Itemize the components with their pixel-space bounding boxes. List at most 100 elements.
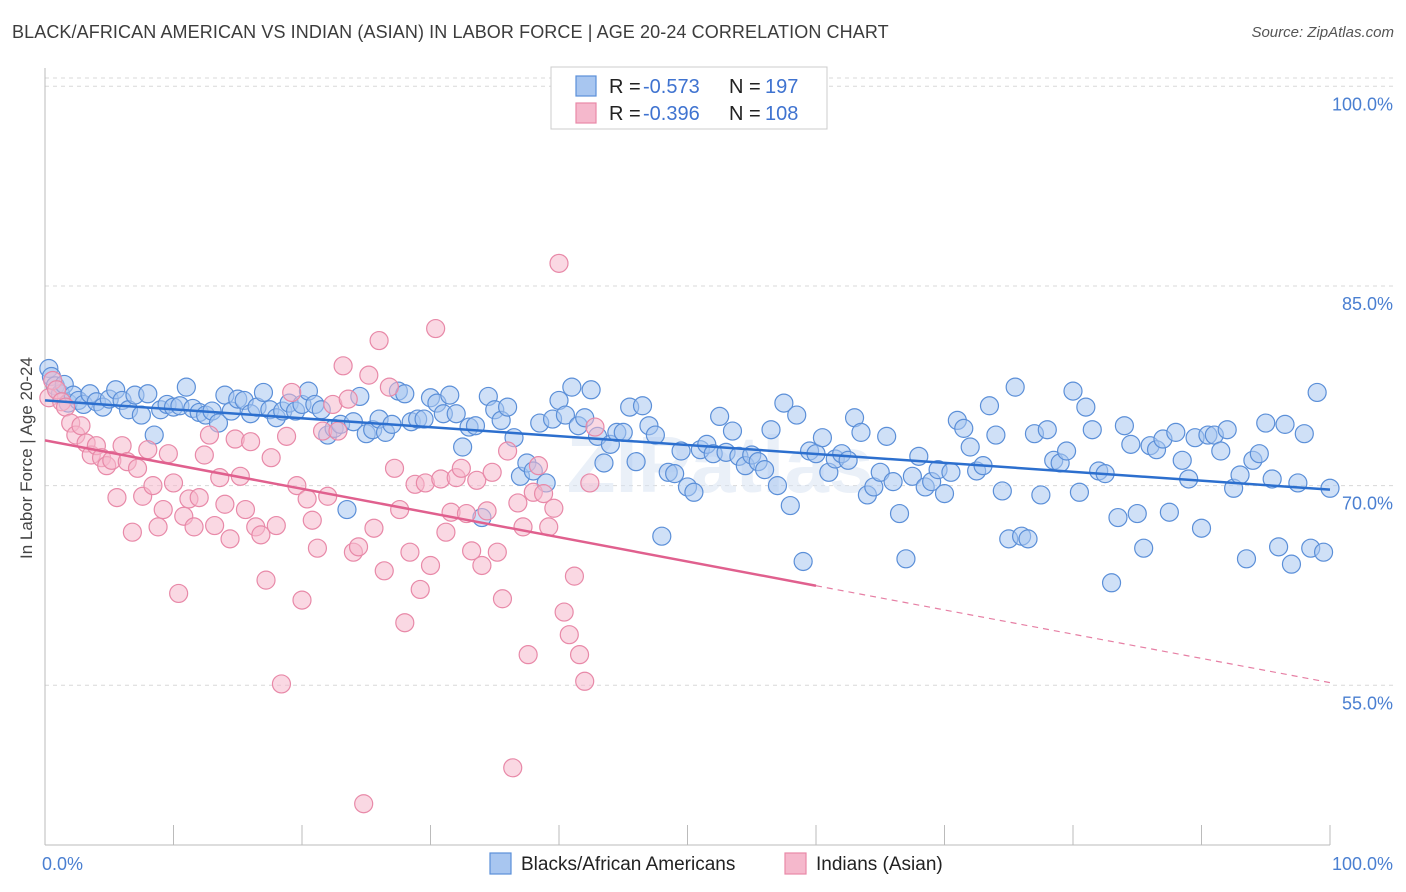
- point-blacks: [902, 466, 922, 486]
- point-blacks: [954, 418, 974, 438]
- point-blacks: [1037, 420, 1057, 440]
- point-indians: [271, 674, 292, 694]
- point-blacks: [555, 405, 576, 425]
- legend-swatch-blacks: [575, 75, 597, 97]
- point-blacks: [754, 460, 775, 480]
- point-blacks: [1211, 441, 1231, 461]
- point-blacks: [1294, 424, 1314, 444]
- point-blacks: [761, 420, 781, 440]
- point-indians: [138, 440, 158, 460]
- point-indians: [467, 470, 487, 490]
- point-blacks: [1076, 397, 1096, 417]
- point-blacks: [1236, 549, 1257, 569]
- point-indians: [338, 389, 358, 409]
- point-indians: [292, 590, 312, 610]
- point-indians: [559, 625, 579, 645]
- bottom-legend-swatch-indians: [784, 852, 807, 875]
- point-blacks: [1268, 537, 1289, 557]
- point-indians: [184, 517, 204, 537]
- legend-box: R = -0.573 N = 197 R = -0.396 N = 108: [550, 66, 828, 130]
- point-blacks: [722, 421, 743, 441]
- point-blacks: [1005, 377, 1025, 397]
- point-indians: [544, 498, 564, 518]
- point-blacks: [1281, 554, 1302, 574]
- point-blacks: [1108, 507, 1128, 528]
- legend-n-label-2: N =: [729, 103, 761, 125]
- point-blacks: [960, 437, 980, 457]
- point-blacks: [1159, 502, 1179, 522]
- point-blacks: [1114, 416, 1135, 436]
- legend-r-label-1: R =: [609, 76, 641, 98]
- point-indians: [492, 589, 513, 609]
- point-indians: [487, 542, 507, 562]
- point-indians: [251, 525, 271, 545]
- point-blacks: [253, 382, 274, 403]
- point-blacks: [1307, 382, 1327, 403]
- point-indians: [564, 566, 585, 586]
- point-indians: [122, 522, 142, 542]
- point-blacks: [440, 385, 460, 405]
- point-blacks: [870, 462, 890, 482]
- series-indians-points: [39, 253, 605, 814]
- point-indians: [235, 499, 256, 520]
- y-tick-label: 70.0%: [1342, 494, 1393, 514]
- point-blacks: [1121, 434, 1141, 454]
- point-indians: [482, 462, 502, 482]
- point-indians: [395, 613, 415, 633]
- point-indians: [580, 473, 600, 493]
- point-blacks: [774, 393, 794, 413]
- point-indians: [585, 417, 605, 437]
- point-blacks: [1275, 414, 1295, 434]
- point-blacks: [498, 397, 518, 417]
- point-indians: [498, 441, 518, 461]
- point-blacks: [896, 549, 916, 569]
- point-indians: [426, 318, 446, 339]
- y-tick-label: 100.0%: [1332, 94, 1393, 114]
- chart-title: BLACK/AFRICAN AMERICAN VS INDIAN (ASIAN)…: [12, 22, 889, 42]
- point-blacks: [780, 495, 800, 516]
- point-blacks: [787, 405, 807, 425]
- legend-r-value-2: -0.396: [643, 103, 700, 125]
- point-indians: [369, 330, 389, 351]
- point-indians: [158, 444, 178, 464]
- point-indians: [348, 537, 369, 557]
- point-blacks: [812, 428, 833, 448]
- legend-n-label-1: N =: [729, 76, 761, 98]
- point-indians: [569, 645, 590, 665]
- y-tick-label: 85.0%: [1342, 294, 1393, 314]
- point-indians: [513, 517, 533, 537]
- trend-indians-solid: [44, 439, 817, 587]
- bottom-legend-label-indians: Indians (Asian): [816, 854, 943, 875]
- point-indians: [528, 456, 549, 476]
- bottom-legend-label-blacks: Blacks/African Americans: [521, 854, 735, 875]
- point-blacks: [665, 464, 685, 484]
- point-indians: [554, 602, 574, 622]
- axes: [44, 68, 1331, 846]
- point-indians: [420, 555, 441, 576]
- point-indians: [575, 671, 595, 691]
- point-indians: [112, 436, 132, 456]
- point-blacks: [337, 499, 357, 520]
- point-blacks: [652, 526, 672, 546]
- point-blacks: [986, 425, 1006, 445]
- point-indians: [472, 555, 492, 576]
- point-blacks: [465, 416, 486, 436]
- point-indians: [297, 489, 317, 509]
- y-tick-label: 55.0%: [1342, 693, 1393, 713]
- point-blacks: [613, 422, 633, 442]
- point-blacks: [1082, 420, 1102, 440]
- point-indians: [451, 458, 471, 478]
- bottom-legend: Blacks/African Americans Indians (Asian): [489, 852, 943, 875]
- point-indians: [153, 499, 173, 520]
- point-blacks: [562, 377, 582, 397]
- point-blacks: [1031, 485, 1051, 505]
- point-indians: [549, 253, 569, 273]
- point-indians: [518, 645, 538, 665]
- point-blacks: [941, 462, 961, 482]
- point-blacks: [1063, 381, 1083, 401]
- point-blacks: [176, 377, 196, 397]
- point-blacks: [138, 384, 158, 404]
- point-indians: [199, 425, 220, 445]
- point-blacks: [838, 450, 858, 470]
- trend-indians-dashed: [815, 585, 1331, 684]
